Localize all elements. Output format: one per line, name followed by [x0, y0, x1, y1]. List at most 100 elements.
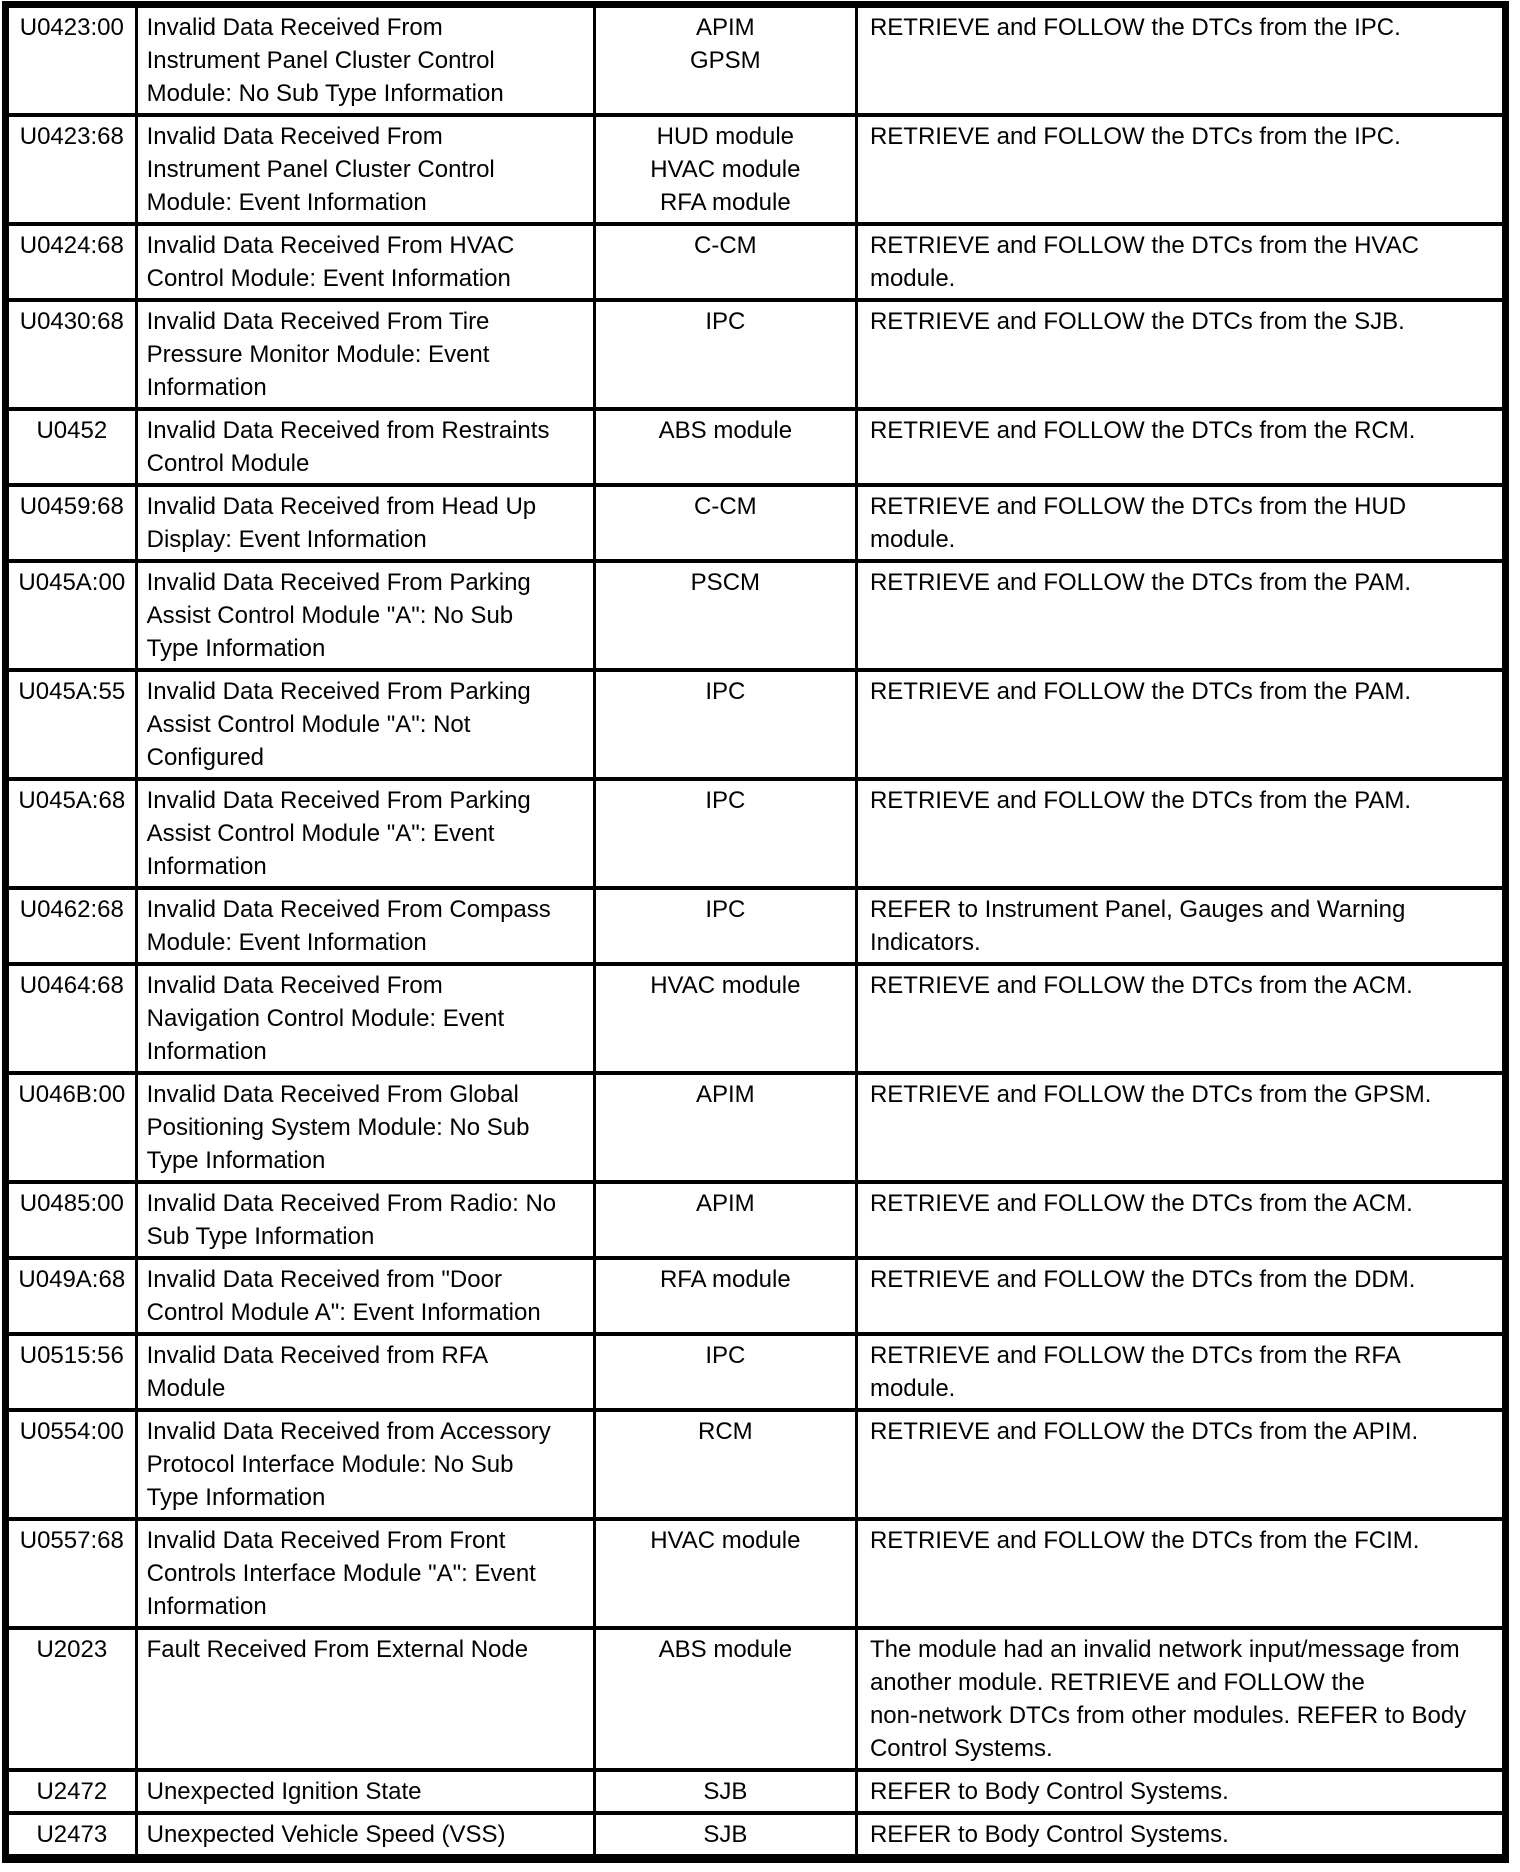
table-row: U0459:68 Invalid Data Received from Head…: [4, 483, 1508, 563]
dtc-description-cell: Invalid Data Received from RFA Module: [134, 1332, 596, 1412]
table-row: U0464:68 Invalid Data Received From Navi…: [4, 962, 1508, 1075]
dtc-code-cell: U0424:68: [4, 222, 138, 302]
dtc-code-cell: U2473: [4, 1811, 138, 1861]
action-cell: RETRIEVE and FOLLOW the DTCs from the HV…: [854, 222, 1508, 302]
action-cell: RETRIEVE and FOLLOW the DTCs from the AC…: [854, 962, 1508, 1075]
module-cell: HUD module HVAC module RFA module: [592, 113, 858, 226]
table-row: U045A:55 Invalid Data Received From Park…: [4, 668, 1508, 781]
action-cell: RETRIEVE and FOLLOW the DTCs from the IP…: [854, 2, 1508, 117]
module-cell: APIM: [592, 1180, 858, 1260]
dtc-description-cell: Invalid Data Received from Restraints Co…: [134, 407, 596, 487]
action-cell: RETRIEVE and FOLLOW the DTCs from the GP…: [854, 1071, 1508, 1184]
table-row: U0423:00 Invalid Data Received From Inst…: [4, 2, 1508, 117]
dtc-code-cell: U0423:68: [4, 113, 138, 226]
dtc-code-cell: U0464:68: [4, 962, 138, 1075]
action-cell: RETRIEVE and FOLLOW the DTCs from the PA…: [854, 777, 1508, 890]
dtc-code-cell: U0515:56: [4, 1332, 138, 1412]
module-cell: RFA module: [592, 1256, 858, 1336]
dtc-description-cell: Invalid Data Received From Instrument Pa…: [134, 113, 596, 226]
dtc-code-cell: U0430:68: [4, 298, 138, 411]
table-row: U0430:68 Invalid Data Received From Tire…: [4, 298, 1508, 411]
action-cell: RETRIEVE and FOLLOW the DTCs from the IP…: [854, 113, 1508, 226]
action-cell: RETRIEVE and FOLLOW the DTCs from the HU…: [854, 483, 1508, 563]
dtc-table-body: U0423:00 Invalid Data Received From Inst…: [4, 2, 1508, 1861]
module-cell: HVAC module: [592, 962, 858, 1075]
module-cell: PSCM: [592, 559, 858, 672]
dtc-description-cell: Invalid Data Received From Instrument Pa…: [134, 2, 596, 117]
action-cell: RETRIEVE and FOLLOW the DTCs from the PA…: [854, 559, 1508, 672]
module-cell: APIM GPSM: [592, 2, 858, 117]
dtc-description-cell: Invalid Data Received From Parking Assis…: [134, 559, 596, 672]
table-row: U2473 Unexpected Vehicle Speed (VSS) SJB…: [4, 1811, 1508, 1861]
action-cell: RETRIEVE and FOLLOW the DTCs from the RC…: [854, 407, 1508, 487]
dtc-description-cell: Unexpected Vehicle Speed (VSS): [134, 1811, 596, 1861]
table-row: U0462:68 Invalid Data Received From Comp…: [4, 886, 1508, 966]
dtc-description-cell: Invalid Data Received From Tire Pressure…: [134, 298, 596, 411]
action-cell: The module had an invalid network input/…: [854, 1626, 1508, 1772]
module-cell: RCM: [592, 1408, 858, 1521]
dtc-description-cell: Unexpected Ignition State: [134, 1768, 596, 1815]
module-cell: SJB: [592, 1768, 858, 1815]
dtc-description-cell: Invalid Data Received from Accessory Pro…: [134, 1408, 596, 1521]
module-cell: IPC: [592, 886, 858, 966]
dtc-description-cell: Invalid Data Received From Radio: No Sub…: [134, 1180, 596, 1260]
module-cell: SJB: [592, 1811, 858, 1861]
action-cell: REFER to Body Control Systems.: [854, 1768, 1508, 1815]
dtc-code-cell: U0459:68: [4, 483, 138, 563]
table-row: U0515:56 Invalid Data Received from RFA …: [4, 1332, 1508, 1412]
action-cell: RETRIEVE and FOLLOW the DTCs from the AC…: [854, 1180, 1508, 1260]
action-cell: RETRIEVE and FOLLOW the DTCs from the FC…: [854, 1517, 1508, 1630]
table-row: U0424:68 Invalid Data Received From HVAC…: [4, 222, 1508, 302]
module-cell: ABS module: [592, 1626, 858, 1772]
action-cell: RETRIEVE and FOLLOW the DTCs from the DD…: [854, 1256, 1508, 1336]
dtc-description-cell: Invalid Data Received From HVAC Control …: [134, 222, 596, 302]
dtc-description-cell: Invalid Data Received From Parking Assis…: [134, 777, 596, 890]
table-row: U2023 Fault Received From External Node …: [4, 1626, 1508, 1772]
dtc-description-cell: Invalid Data Received From Compass Modul…: [134, 886, 596, 966]
dtc-code-cell: U045A:00: [4, 559, 138, 672]
module-cell: IPC: [592, 1332, 858, 1412]
dtc-code-cell: U0554:00: [4, 1408, 138, 1521]
module-cell: IPC: [592, 298, 858, 411]
table-row: U046B:00 Invalid Data Received From Glob…: [4, 1071, 1508, 1184]
module-cell: IPC: [592, 777, 858, 890]
module-cell: IPC: [592, 668, 858, 781]
table-row: U0423:68 Invalid Data Received From Inst…: [4, 113, 1508, 226]
dtc-code-cell: U045A:68: [4, 777, 138, 890]
dtc-code-cell: U2472: [4, 1768, 138, 1815]
module-cell: ABS module: [592, 407, 858, 487]
action-cell: RETRIEVE and FOLLOW the DTCs from the AP…: [854, 1408, 1508, 1521]
action-cell: REFER to Body Control Systems.: [854, 1811, 1508, 1861]
module-cell: APIM: [592, 1071, 858, 1184]
action-cell: REFER to Instrument Panel, Gauges and Wa…: [854, 886, 1508, 966]
action-cell: RETRIEVE and FOLLOW the DTCs from the SJ…: [854, 298, 1508, 411]
action-cell: RETRIEVE and FOLLOW the DTCs from the RF…: [854, 1332, 1508, 1412]
dtc-code-cell: U0423:00: [4, 2, 138, 117]
table-row: U049A:68 Invalid Data Received from "Doo…: [4, 1256, 1508, 1336]
table-row: U0452 Invalid Data Received from Restrai…: [4, 407, 1508, 487]
dtc-code-cell: U0557:68: [4, 1517, 138, 1630]
module-cell: C-CM: [592, 483, 858, 563]
table-row: U0554:00 Invalid Data Received from Acce…: [4, 1408, 1508, 1521]
module-cell: HVAC module: [592, 1517, 858, 1630]
dtc-description-cell: Invalid Data Received From Global Positi…: [134, 1071, 596, 1184]
dtc-description-cell: Invalid Data Received from Head Up Displ…: [134, 483, 596, 563]
dtc-code-cell: U0462:68: [4, 886, 138, 966]
action-cell: RETRIEVE and FOLLOW the DTCs from the PA…: [854, 668, 1508, 781]
table-row: U0485:00 Invalid Data Received From Radi…: [4, 1180, 1508, 1260]
dtc-description-cell: Invalid Data Received from "Door Control…: [134, 1256, 596, 1336]
dtc-description-cell: Invalid Data Received From Navigation Co…: [134, 962, 596, 1075]
dtc-code-cell: U049A:68: [4, 1256, 138, 1336]
dtc-code-cell: U045A:55: [4, 668, 138, 781]
dtc-description-cell: Invalid Data Received From Front Control…: [134, 1517, 596, 1630]
table-row: U045A:00 Invalid Data Received From Park…: [4, 559, 1508, 672]
table-row: U2472 Unexpected Ignition State SJB REFE…: [4, 1768, 1508, 1815]
table-row: U0557:68 Invalid Data Received From Fron…: [4, 1517, 1508, 1630]
dtc-code-cell: U0452: [4, 407, 138, 487]
table-row: U045A:68 Invalid Data Received From Park…: [4, 777, 1508, 890]
dtc-code-cell: U046B:00: [4, 1071, 138, 1184]
dtc-description-cell: Invalid Data Received From Parking Assis…: [134, 668, 596, 781]
module-cell: C-CM: [592, 222, 858, 302]
